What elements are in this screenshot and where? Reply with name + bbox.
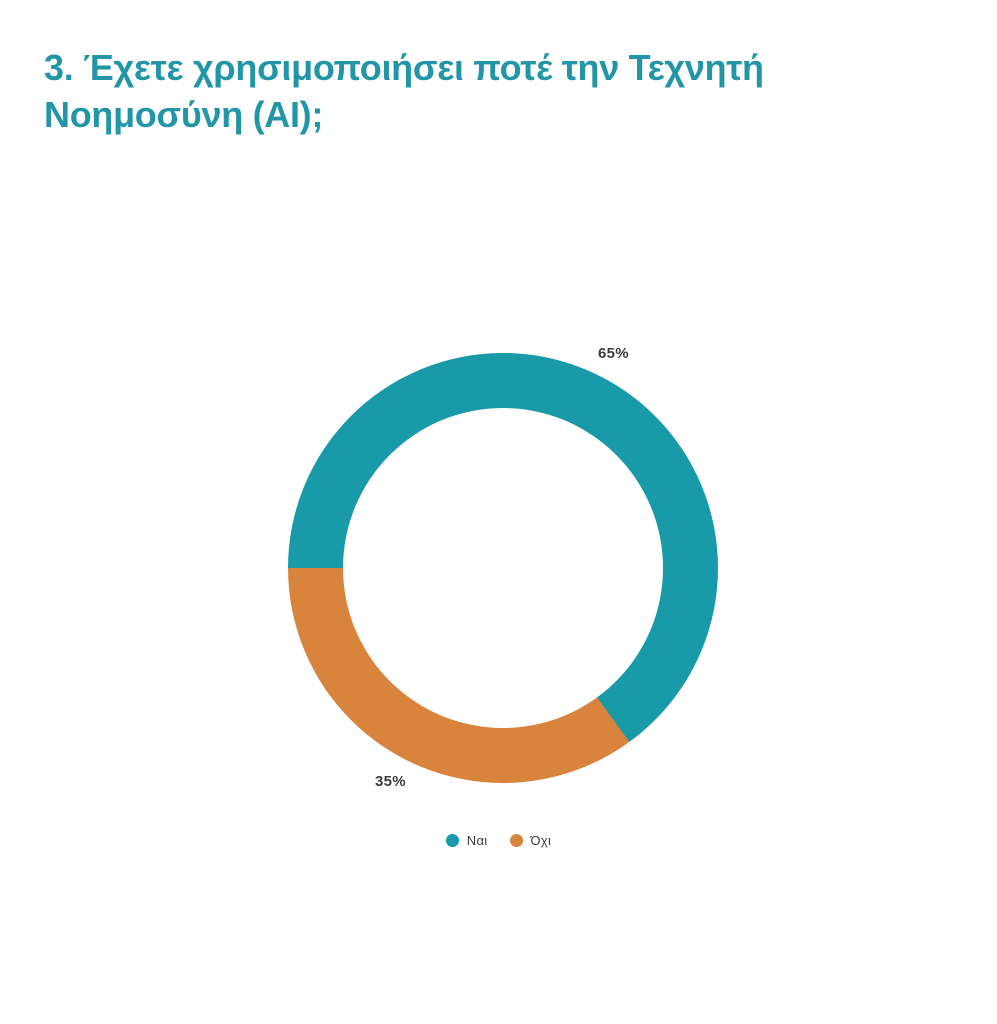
legend-label-no: Όχι bbox=[530, 833, 552, 848]
legend-item-no: Όχι bbox=[509, 833, 552, 848]
chart-title-line-1: 3. Έχετε χρησιμοποιήσει ποτέ την Τεχνητή bbox=[44, 47, 764, 88]
chart-title: 3. Έχετε χρησιμοποιήσει ποτέ την Τεχνητή… bbox=[44, 44, 764, 138]
chart-title-line-2: Νοημοσύνη (AI); bbox=[44, 94, 324, 135]
legend-swatch-no-icon bbox=[509, 834, 523, 847]
chart-legend: Ναι Όχι bbox=[0, 833, 997, 848]
donut-hole bbox=[343, 408, 663, 728]
legend-swatch-yes-icon bbox=[445, 834, 459, 847]
slice-label-yes: 65% bbox=[598, 345, 629, 362]
slice-label-no: 35% bbox=[375, 773, 406, 790]
donut-ring bbox=[288, 353, 718, 783]
legend-item-yes: Ναι bbox=[445, 833, 488, 848]
legend-label-yes: Ναι bbox=[466, 833, 488, 848]
